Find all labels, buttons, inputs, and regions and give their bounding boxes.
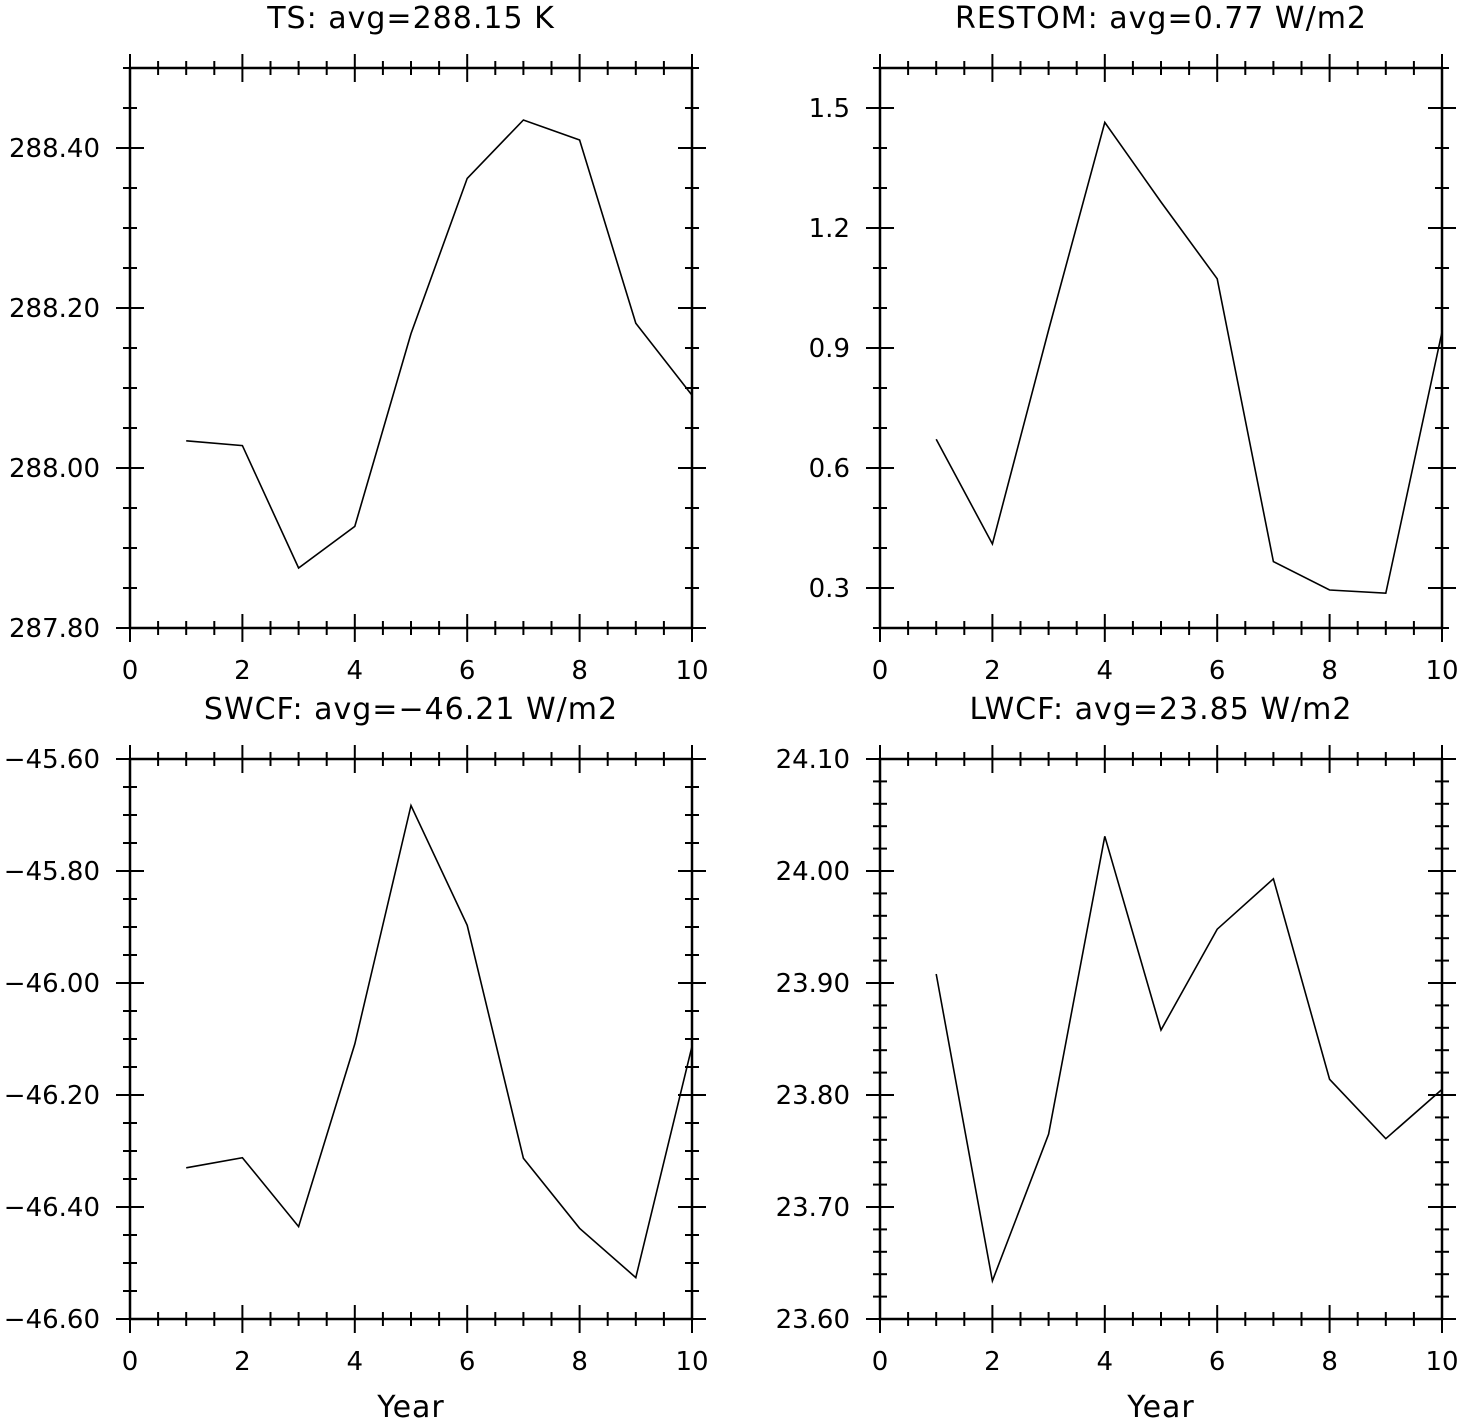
series-line: [935, 836, 1443, 1284]
y-tick-label: 288.00: [9, 454, 100, 484]
x-tick-label: 6: [459, 656, 476, 686]
y-tick-label: 24.00: [776, 857, 850, 887]
x-tick-label: 6: [459, 1347, 476, 1377]
y-tick-label: 23.80: [776, 1081, 850, 1111]
y-tick-label: −46.40: [4, 1193, 100, 1223]
chart-title: LWCF: avg=23.85 W/m2: [970, 692, 1353, 727]
tick-labels: 0 2 4 6 8 10 −46.60 −46.40 −46.20 −46.00 −45.80 −45…: [4, 745, 709, 1377]
y-tick-label: 23.60: [776, 1305, 850, 1335]
series-group: [186, 119, 693, 570]
x-tick-label: 10: [675, 1347, 708, 1377]
y-tick-label: −45.80: [4, 857, 100, 887]
tick-labels: 0 2 4 6 8 10 287.80 288.00 288.20 288.40: [9, 134, 709, 686]
y-tick-label: 288.20: [9, 294, 100, 324]
y-tick-label: −46.20: [4, 1081, 100, 1111]
x-tick-label: 8: [1321, 1347, 1338, 1377]
x-tick-label: 4: [1097, 656, 1114, 686]
chart-title: RESTOM: avg=0.77 W/m2: [955, 1, 1367, 36]
chart-title: SWCF: avg=−46.21 W/m2: [204, 692, 618, 727]
tick-labels: 0 2 4 6 8 10 0.3 0.6 0.9 1.2 1.5: [809, 94, 1458, 686]
chart-title: TS: avg=288.15 K: [266, 1, 555, 36]
y-tick-label: −45.60: [4, 745, 100, 775]
x-tick-label: 0: [122, 1347, 139, 1377]
x-tick-label: 0: [872, 1347, 889, 1377]
plot-frame: [878, 757, 1444, 1321]
y-tick-label: −46.60: [4, 1305, 100, 1335]
x-tick-label: 6: [1209, 656, 1226, 686]
series-line: [935, 120, 1443, 595]
tick-marks: [866, 54, 1456, 642]
panel-swcf: SWCF: avg=−46.21 W/m2 0 2 4 6 8 10 −46.60 −46.4…: [4, 692, 709, 1419]
tick-labels: 0 2 4 6 8 10 23.60 23.70 23.80 23.90 24.00 24.10: [776, 745, 1458, 1377]
y-tick-label: 24.10: [776, 745, 850, 775]
x-tick-label: 10: [1425, 1347, 1458, 1377]
tick-marks: [866, 745, 1456, 1333]
y-tick-label: 0.6: [809, 454, 850, 484]
x-tick-label: 6: [1209, 1347, 1226, 1377]
x-tick-label: 2: [984, 1347, 1001, 1377]
x-tick-label: 4: [347, 656, 364, 686]
x-tick-label: 4: [1097, 1347, 1114, 1377]
x-tick-label: 4: [347, 1347, 364, 1377]
x-tick-label: 2: [234, 1347, 251, 1377]
x-tick-label: 0: [872, 656, 889, 686]
tick-marks: [116, 54, 706, 642]
tick-marks: [116, 745, 706, 1333]
y-tick-label: 288.40: [9, 134, 100, 164]
plot-frame: [128, 66, 694, 630]
series-line: [186, 803, 693, 1280]
panel-ts: TS: avg=288.15 K 0 2 4 6 8 10 287.80 288.00 288.…: [9, 1, 709, 686]
x-tick-label: 2: [984, 656, 1001, 686]
series-group: [935, 836, 1443, 1284]
panel-restom: RESTOM: avg=0.77 W/m2 0 2 4 6 8 10 0.3 0.6 0.9 1.…: [809, 1, 1458, 686]
series-group: [186, 803, 693, 1280]
series-group: [935, 120, 1443, 595]
x-tick-label: 10: [675, 656, 708, 686]
x-tick-label: 8: [1321, 656, 1338, 686]
x-tick-label: 8: [571, 656, 588, 686]
x-tick-label: 10: [1425, 656, 1458, 686]
plot-frame: [878, 66, 1444, 630]
y-tick-label: 0.3: [809, 574, 850, 604]
y-tick-label: 23.70: [776, 1193, 850, 1223]
y-tick-label: −46.00: [4, 969, 100, 999]
plot-frame: [128, 757, 694, 1321]
y-tick-label: 1.5: [809, 94, 850, 124]
x-tick-label: 8: [571, 1347, 588, 1377]
x-axis-label: Year: [1126, 1390, 1195, 1419]
panel-lwcf: LWCF: avg=23.85 W/m2 0 2 4 6 8 10 23.60 23.70 23…: [776, 692, 1458, 1419]
y-tick-label: 1.2: [809, 214, 850, 244]
series-line: [186, 119, 693, 570]
x-axis-label: Year: [376, 1390, 445, 1419]
y-tick-label: 0.9: [809, 334, 850, 364]
y-tick-label: 287.80: [9, 614, 100, 644]
x-tick-label: 0: [122, 656, 139, 686]
x-tick-label: 2: [234, 656, 251, 686]
y-tick-label: 23.90: [776, 969, 850, 999]
